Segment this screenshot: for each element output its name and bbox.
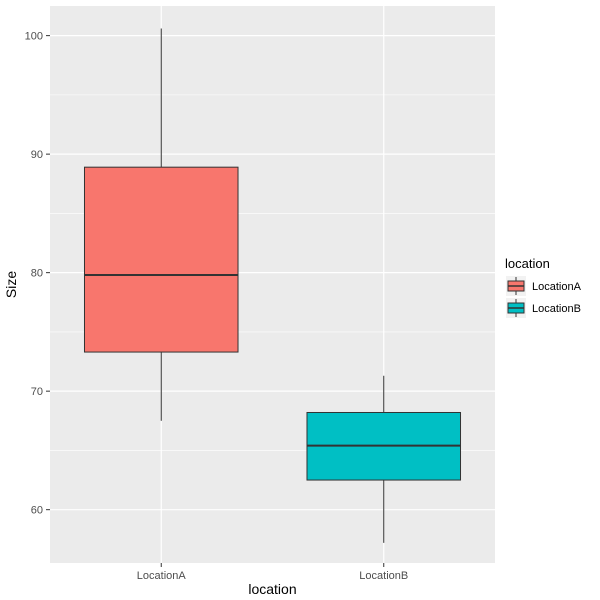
box-LocationB	[306, 375, 462, 543]
x-tick-label: LocationB	[359, 570, 408, 582]
box-LocationA	[83, 28, 239, 421]
legend-item-LocationB: LocationB	[506, 298, 581, 318]
legend-item-LocationA: LocationA	[506, 276, 582, 296]
x-axis-title: location	[248, 581, 296, 597]
legend: location LocationA LocationB	[505, 256, 582, 318]
legend-title: location	[505, 256, 550, 271]
legend-label: LocationB	[532, 303, 581, 315]
y-axis-title: Size	[3, 271, 19, 298]
y-tick-label: 70	[31, 386, 43, 398]
x-axis-ticks: LocationA LocationB	[137, 563, 408, 582]
y-axis-ticks: 60 70 80 90 100	[25, 31, 50, 517]
legend-label: LocationA	[532, 281, 582, 293]
boxes	[83, 28, 462, 543]
y-tick-label: 60	[31, 505, 43, 517]
y-tick-label: 90	[31, 149, 43, 161]
y-tick-label: 100	[25, 31, 43, 43]
x-tick-label: LocationA	[137, 570, 187, 582]
y-tick-label: 80	[31, 268, 43, 280]
box-body	[83, 166, 239, 353]
